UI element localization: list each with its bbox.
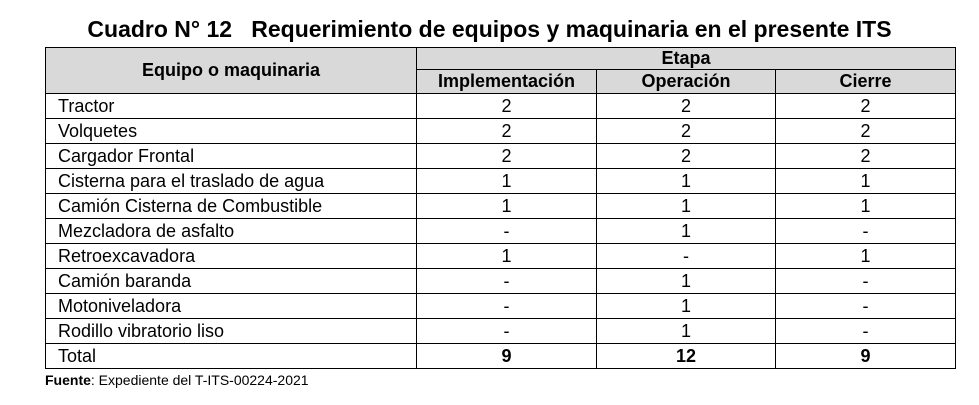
equipment-name: Camión baranda: [45, 268, 417, 294]
cierre-count: -: [774, 318, 957, 344]
cierre-count: 1: [774, 243, 957, 269]
table-row: Retroexcavadora 1-1: [45, 243, 957, 269]
equipment-name: Volquetes: [45, 118, 417, 144]
equipment-name: Tractor: [45, 93, 417, 119]
table-row: Mezcladora de asfalto -1-: [45, 218, 957, 244]
total-cierre-count: 9: [774, 343, 957, 369]
equipment-table: Equipo o maquinaria Etapa Implementación…: [45, 47, 957, 369]
table-row: Tractor 2 2 2: [45, 93, 957, 119]
implementacion-count: 1: [416, 193, 597, 219]
equipment-name: Cisterna para el traslado de agua: [45, 168, 417, 194]
equipment-name: Retroexcavadora: [45, 243, 417, 269]
total-row: Total 9 12 9: [45, 343, 957, 369]
cierre-count: 2: [774, 118, 957, 144]
table-row: Cargador Frontal 2 2 2: [45, 143, 957, 169]
operacion-count: 1: [596, 268, 776, 294]
equipment-name: Motoniveladora: [45, 293, 417, 319]
table-row: Motoniveladora -1-: [45, 293, 957, 319]
header-cierre: Cierre: [774, 69, 957, 94]
operacion-count: 1: [596, 293, 776, 319]
operacion-count: 2: [596, 143, 776, 169]
equipment-name: Mezcladora de asfalto: [45, 218, 417, 244]
table-title: Cuadro N° 12 Requerimiento de equipos y …: [87, 16, 892, 42]
implementacion-count: 2: [416, 143, 597, 169]
total-operacion-count: 12: [596, 343, 776, 369]
table-row: Rodillo vibratorio liso -1-: [45, 318, 957, 344]
equipment-name: Rodillo vibratorio liso: [45, 318, 417, 344]
equipment-name: Camión Cisterna de Combustible: [45, 193, 417, 219]
operacion-count: 2: [596, 93, 776, 119]
equipment-name: Cargador Frontal: [45, 143, 417, 169]
cierre-count: 1: [774, 193, 957, 219]
table-row: Camión Cisterna de Combustible 1 1 1: [45, 193, 957, 219]
implementacion-count: 1: [416, 243, 597, 269]
table-row: Cisterna para el traslado de agua 1 1 1: [45, 168, 957, 194]
operacion-count: 1: [596, 193, 776, 219]
cierre-count: 2: [774, 143, 957, 169]
table-row: Camión baranda -1-: [45, 268, 957, 294]
implementacion-count: -: [416, 268, 597, 294]
implementacion-count: 2: [416, 93, 597, 119]
header-operacion: Operación: [596, 69, 776, 94]
cierre-count: -: [774, 293, 957, 319]
implementacion-count: -: [416, 318, 597, 344]
source-note: Fuente: Expediente del T-ITS-00224-2021: [45, 372, 309, 388]
operacion-count: -: [596, 243, 776, 269]
cierre-count: -: [774, 268, 957, 294]
source-text: : Expediente del T-ITS-00224-2021: [90, 372, 309, 388]
operacion-count: 1: [596, 218, 776, 244]
operacion-count: 2: [596, 118, 776, 144]
total-label: Total: [45, 343, 417, 369]
total-implementacion-count: 9: [416, 343, 597, 369]
implementacion-count: 2: [416, 118, 597, 144]
operacion-count: 1: [596, 168, 776, 194]
implementacion-count: -: [416, 293, 597, 319]
header-etapa: Etapa: [415, 47, 957, 70]
implementacion-count: -: [416, 218, 597, 244]
table-row: Volquetes 2 2 2: [45, 118, 957, 144]
operacion-count: 1: [596, 318, 776, 344]
source-label: Fuente: [45, 372, 91, 388]
cierre-count: -: [774, 218, 957, 244]
cierre-count: 1: [774, 168, 957, 194]
cierre-count: 2: [774, 93, 957, 119]
implementacion-count: 1: [416, 168, 597, 194]
header-equipo: Equipo o maquinaria: [45, 47, 417, 94]
header-implementacion: Implementación: [416, 69, 597, 94]
